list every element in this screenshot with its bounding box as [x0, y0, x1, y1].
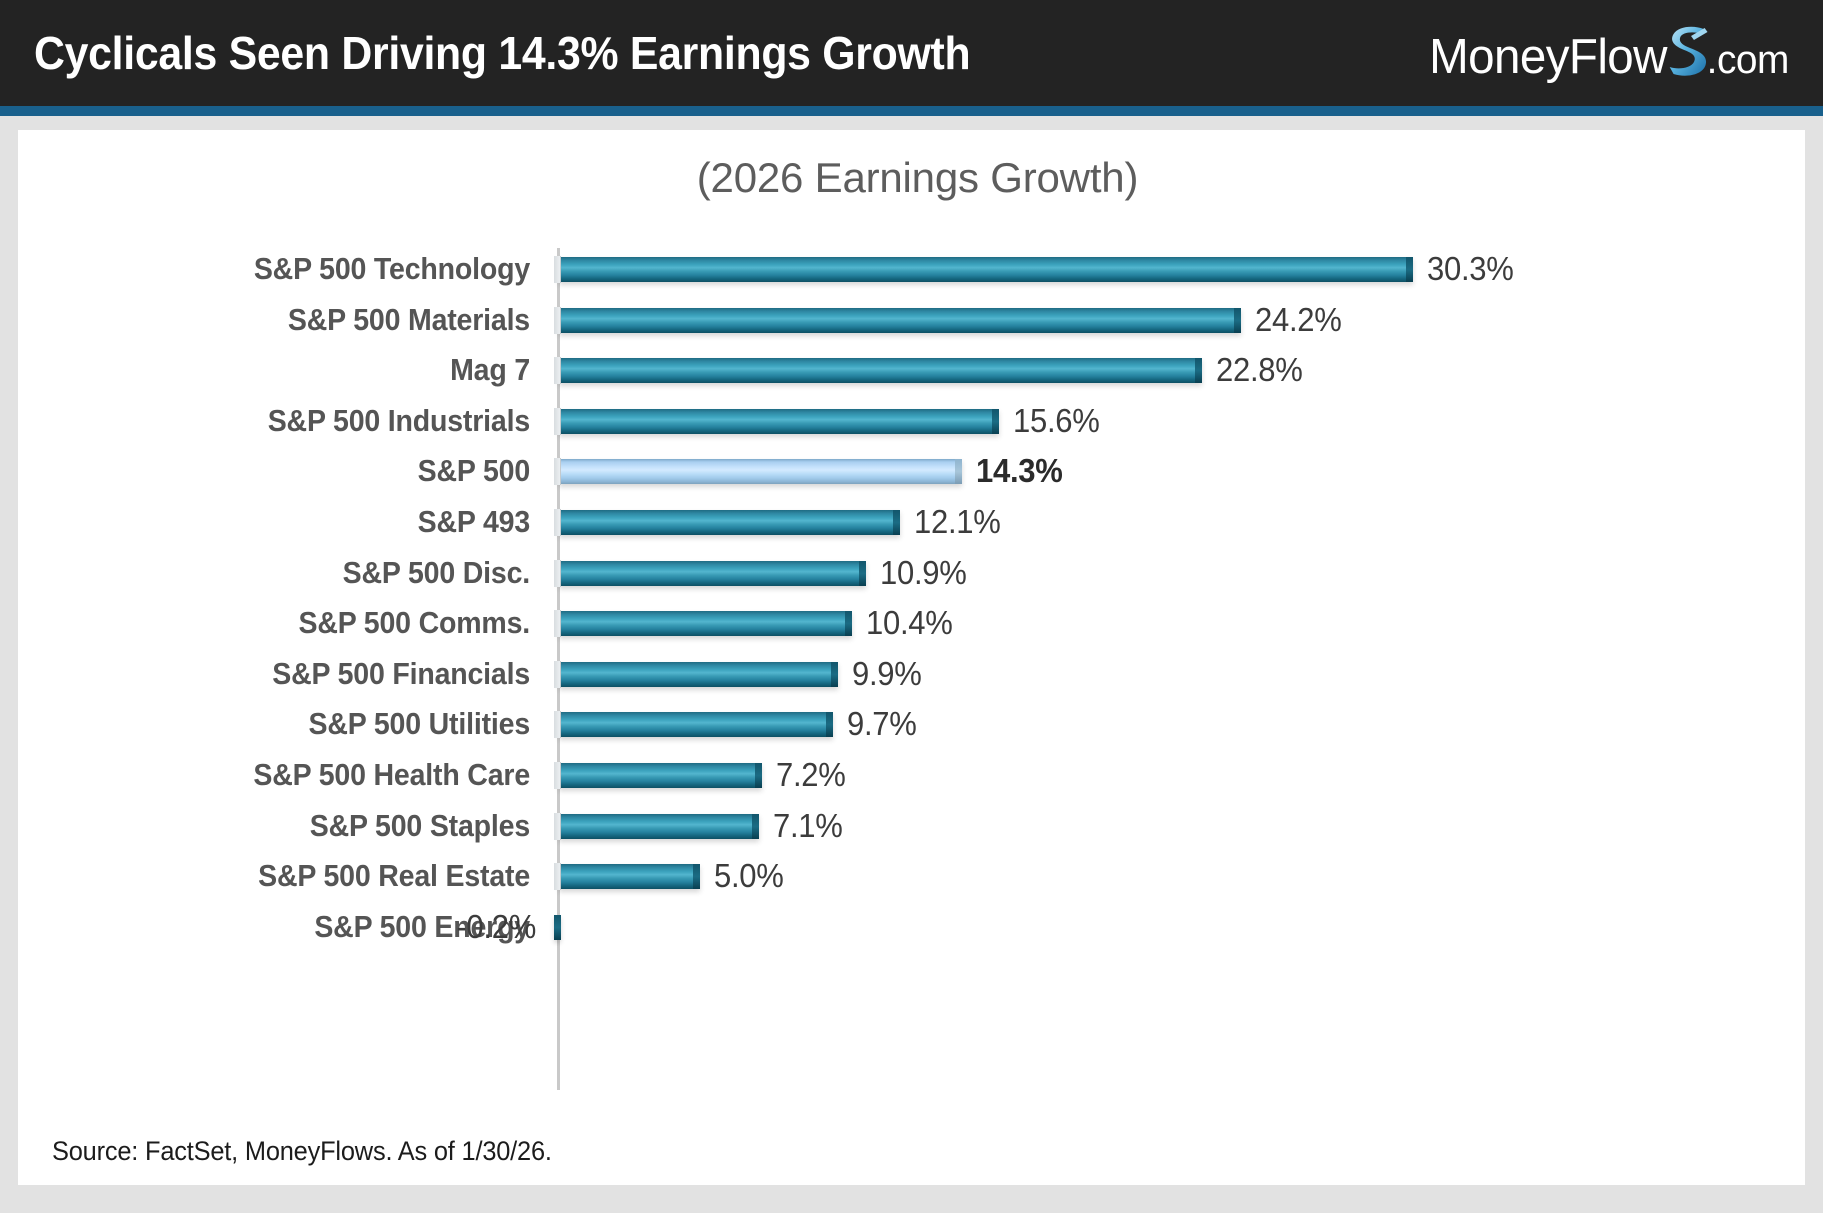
bar-fill: [559, 358, 1202, 384]
bar-category-label: S&P 500 Financials: [272, 655, 530, 691]
bar-category-label: S&P 500 Utilities: [308, 706, 531, 742]
bar[interactable]: [554, 559, 867, 587]
bar-value-label: 7.2%: [776, 756, 846, 793]
logo-wordmark: MoneyFlow: [1429, 30, 1668, 84]
bar-value-label: 9.7%: [846, 705, 917, 743]
bar-category-label: S&P 493: [417, 504, 531, 539]
bar-base-cap: [554, 762, 561, 789]
bar-value-label: 24.2%: [1255, 300, 1342, 338]
bar-base-cap: [554, 407, 561, 435]
bar[interactable]: [554, 863, 700, 891]
bar-row: S&P 500 14.3%: [18, 446, 1805, 496]
chart-card: (2026 Earnings Growth) S&P 500 Technolog…: [18, 130, 1805, 1185]
bar-base-cap: [554, 306, 561, 334]
bar-category-label: Mag 7: [450, 352, 530, 388]
bar-row: S&P 500 Health Care 7.2%: [18, 750, 1805, 800]
header-accent-bar: [0, 106, 1823, 116]
bar[interactable]: [554, 306, 1242, 334]
bar-row: S&P 500 Utilities 9.7%: [18, 699, 1805, 749]
chart-plot-area: S&P 500 Technology 30.3% S&P 500 Materials…: [18, 238, 1805, 1090]
bar-value-label: 10.4%: [866, 604, 953, 642]
bar-category-label: S&P 500 Technology: [253, 251, 530, 286]
bar-value-label: 30.3%: [1427, 250, 1515, 287]
bar-fill: [559, 408, 999, 434]
bar-base-cap: [554, 559, 561, 587]
bar-fill: [559, 763, 763, 788]
bar-base-cap: [554, 863, 561, 891]
bar-fill: [559, 661, 839, 687]
bar[interactable]: [554, 458, 963, 486]
bar-fill: [559, 813, 760, 839]
bar-row: S&P 500 Comms. 10.4%: [18, 598, 1805, 648]
bar-fill: [559, 560, 867, 586]
bar-fill: [559, 307, 1242, 333]
stylized-s-icon: [1665, 21, 1708, 76]
bar-fill: [559, 864, 700, 890]
bar-category-label: S&P 500 Staples: [309, 807, 530, 843]
bar-category-label: S&P 500 Real Estate: [258, 858, 530, 894]
bar-value-label: 7.1%: [773, 806, 843, 844]
bar-value-label: 22.8%: [1215, 351, 1303, 389]
bar-value-label: 5.0%: [714, 857, 784, 895]
bar[interactable]: [554, 509, 901, 536]
logo-domain-suffix: .com: [1706, 38, 1790, 82]
bar-category-label: S&P 500 Materials: [287, 301, 530, 337]
bar-row: S&P 500 Real Estate 5.0%: [18, 851, 1805, 901]
moneyflows-logo: MoneyFlow .com: [1429, 21, 1789, 85]
bar-value-label: 12.1%: [914, 503, 1001, 540]
bar-category-label: S&P 500 Industrials: [267, 402, 530, 438]
bar-fill: [554, 914, 561, 940]
bar-category-label: S&P 500 Comms.: [298, 605, 530, 641]
bar-value-label: 15.6%: [1012, 401, 1100, 439]
chart-title: (2026 Earnings Growth): [696, 154, 1139, 201]
bar-category-label: S&P 500 Energy: [314, 908, 530, 944]
bar-base-cap: [554, 458, 561, 486]
bar-value-label: 9.9%: [852, 654, 922, 692]
page-title: Cyclicals Seen Driving 14.3% Earnings Gr…: [34, 27, 971, 79]
bar-row: S&P 500 Technology 30.3%: [18, 244, 1805, 294]
bar[interactable]: [554, 407, 999, 435]
bar[interactable]: [554, 812, 760, 840]
bar[interactable]: [554, 357, 1202, 385]
bar-category-label: S&P 500 Health Care: [253, 757, 530, 792]
bar-base-cap: [554, 509, 561, 536]
bar[interactable]: [554, 610, 853, 638]
bar-row: S&P 500 Industrials 15.6%: [18, 396, 1805, 446]
bar-fill: [559, 510, 901, 535]
bar-value-label: -0.2%: [456, 907, 536, 945]
bar-row: S&P 500 Materials 24.2%: [18, 295, 1805, 345]
bar-category-label: S&P 500 Disc.: [342, 554, 531, 590]
bar-fill: [559, 257, 1414, 282]
bar-row: S&P 500 Energy -0.2%: [18, 902, 1805, 952]
bar-base-cap: [554, 610, 561, 638]
bar-category-label: S&P 500: [417, 453, 531, 489]
bar[interactable]: [554, 660, 839, 688]
bar[interactable]: [554, 711, 833, 739]
bar-row: S&P 500 Disc. 10.9%: [18, 548, 1805, 598]
source-note: Source: FactSet, MoneyFlows. As of 1/30/…: [52, 1136, 552, 1166]
bar-base-cap: [554, 256, 561, 283]
bar-fill: [559, 712, 833, 738]
bar-base-cap: [554, 660, 561, 688]
bar-row: Mag 7 22.8%: [18, 345, 1805, 395]
page-header: Cyclicals Seen Driving 14.3% Earnings Gr…: [0, 0, 1823, 106]
bar[interactable]: [554, 914, 561, 940]
bar-row: S&P 493 12.1%: [18, 497, 1805, 547]
bar-rows: S&P 500 Technology 30.3% S&P 500 Materials…: [18, 238, 1805, 1088]
bar-fill: [559, 459, 963, 485]
bar-fill: [559, 611, 853, 637]
bar-value-label: 10.9%: [880, 553, 967, 591]
bar[interactable]: [554, 762, 763, 789]
bar-value-label: 14.3%: [976, 452, 1063, 490]
bar-base-cap: [554, 711, 561, 739]
bar[interactable]: [554, 256, 1414, 283]
bar-row: S&P 500 Staples 7.1%: [18, 801, 1805, 851]
bar-base-cap: [554, 812, 561, 840]
bar-row: S&P 500 Financials 9.9%: [18, 649, 1805, 699]
bar-base-cap: [554, 357, 561, 385]
